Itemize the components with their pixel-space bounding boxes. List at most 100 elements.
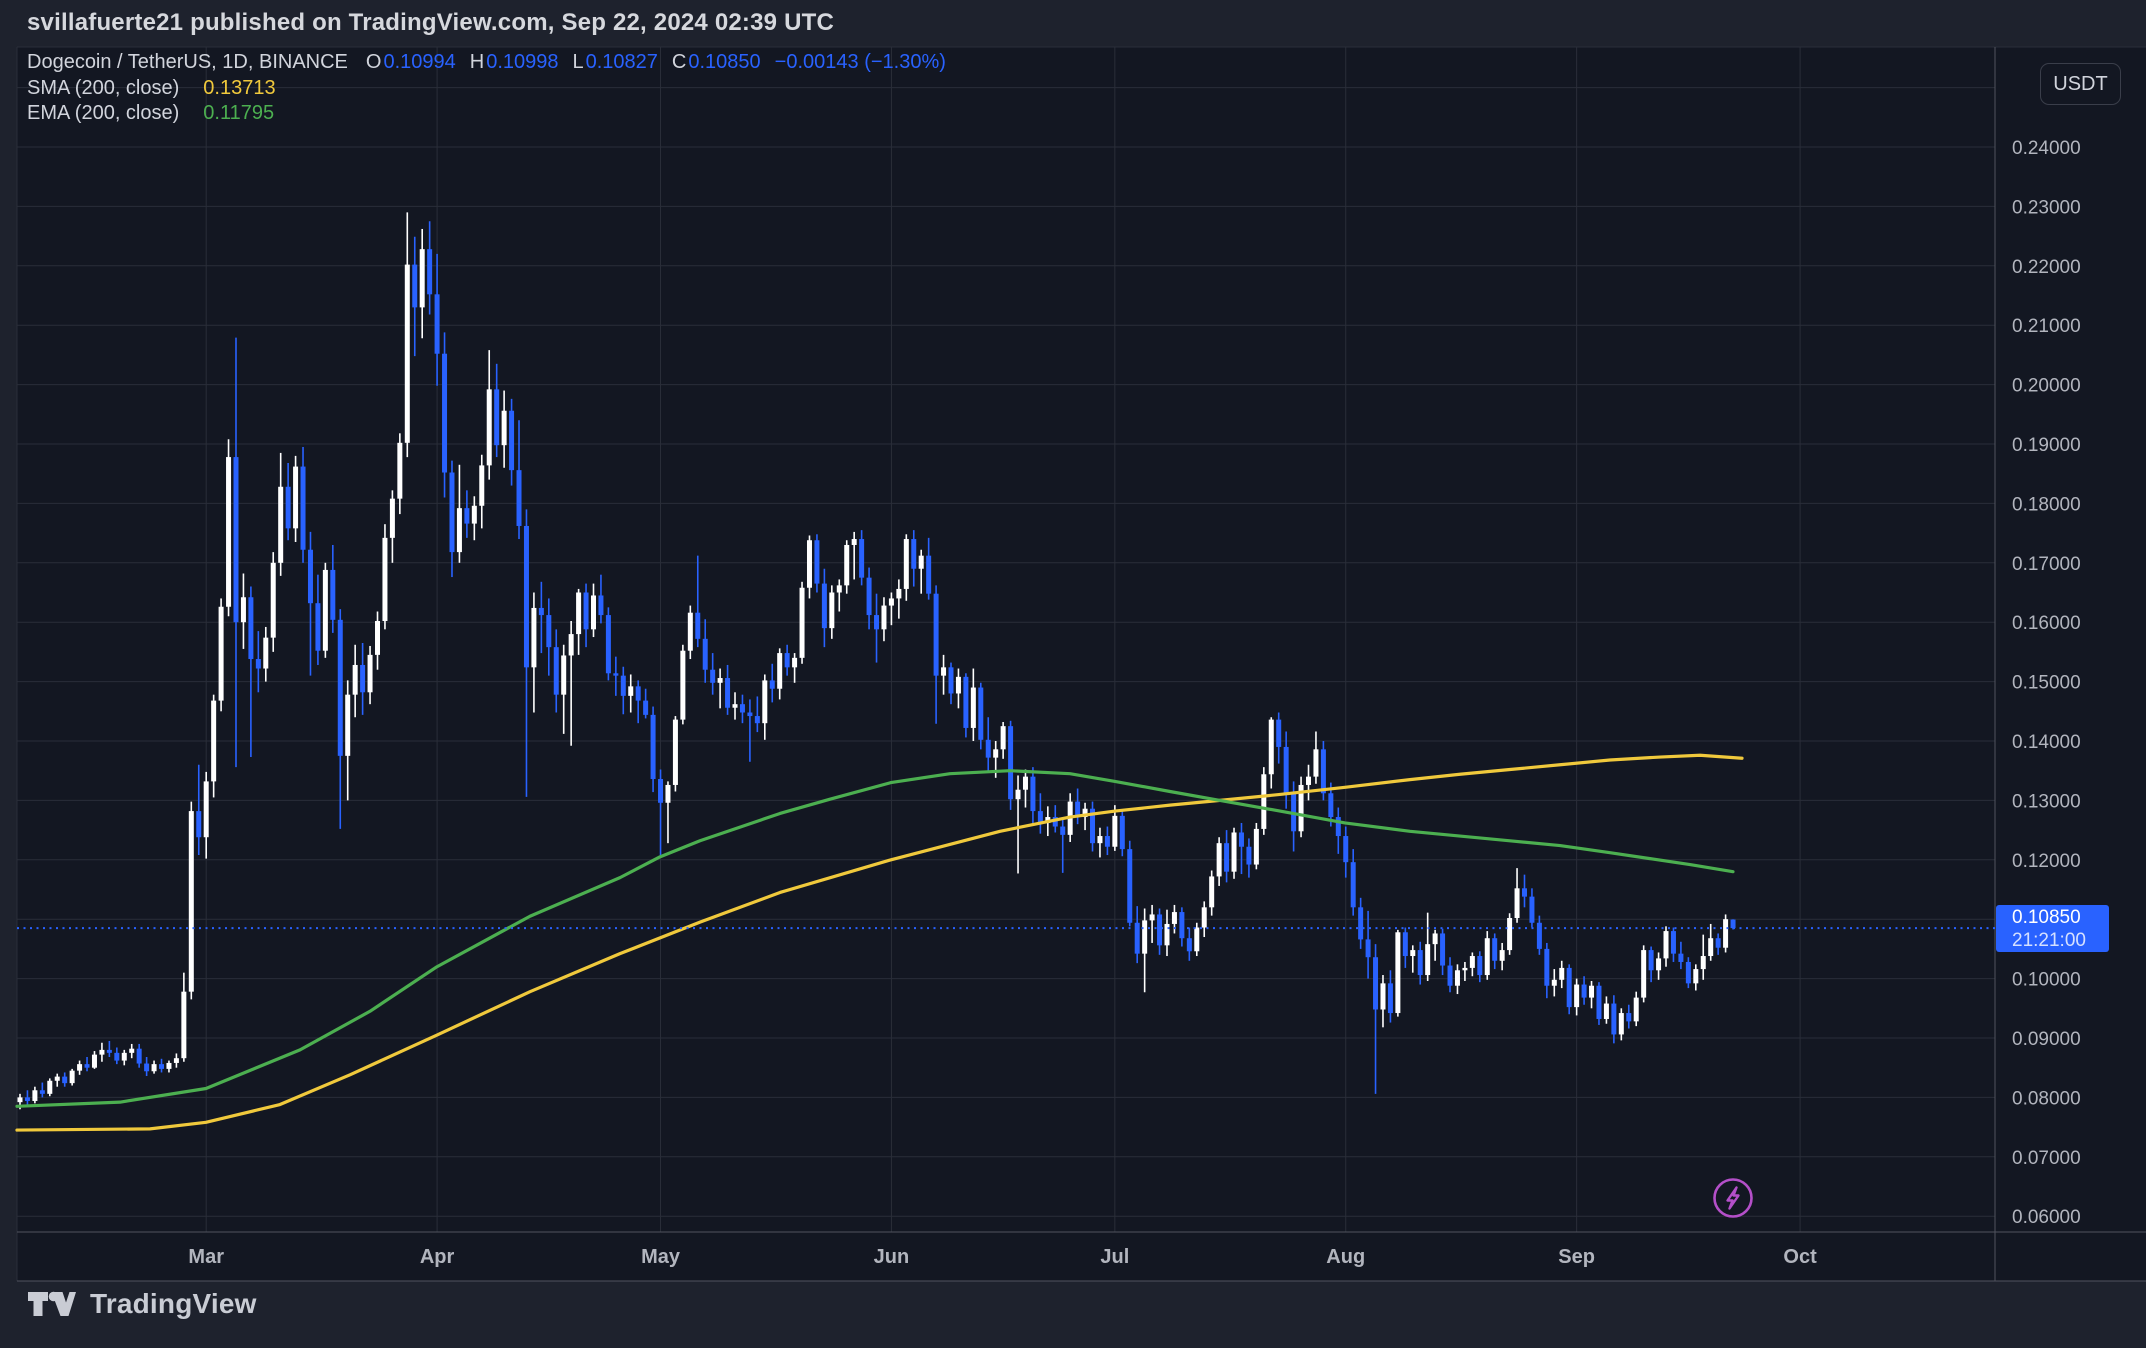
candle-body [1678, 953, 1684, 962]
candle-body [553, 647, 559, 695]
candle-body [1253, 828, 1259, 865]
legend-sma-row[interactable]: SMA (200, close) 0.13713 [27, 76, 946, 102]
candle-body [1112, 815, 1118, 847]
lightning-icon [1713, 1178, 1753, 1218]
price-axis-label: 0.23000 [2012, 197, 2081, 218]
candle-body [1104, 836, 1110, 847]
candle-body [1648, 950, 1654, 971]
candle-body [144, 1063, 150, 1072]
candle-body [382, 537, 388, 622]
candle-body [516, 470, 522, 526]
candle-body [263, 637, 269, 669]
candle-body [1559, 967, 1565, 980]
candle-body [583, 592, 589, 630]
candle-body [486, 389, 492, 466]
candle-body [1603, 1003, 1609, 1019]
candle-body [77, 1064, 83, 1071]
price-axis-label: 0.12000 [2012, 851, 2081, 872]
candle-body [159, 1064, 165, 1069]
candle-body [911, 539, 917, 569]
candle-body [903, 539, 909, 589]
candle-body [1343, 836, 1349, 863]
candle-body [106, 1049, 112, 1053]
candle-body [1209, 876, 1215, 908]
candle-body [360, 664, 366, 693]
currency-usdt-button[interactable]: USDT [2040, 63, 2121, 105]
price-axis-label: 0.07000 [2012, 1148, 2081, 1169]
candle-body [255, 659, 261, 669]
candle-body [665, 784, 671, 803]
candle-body [538, 607, 544, 616]
candle-body [1231, 832, 1237, 872]
ema200-line [15, 769, 1735, 1108]
candle-body [695, 612, 701, 639]
candle-body [531, 607, 537, 668]
candle-body [1283, 746, 1289, 794]
candle-body [821, 583, 827, 629]
boost-button[interactable] [1711, 1176, 1755, 1220]
legend-symbol-row[interactable]: Dogecoin / TetherUS, 1D, BINANCE O 0.1099… [27, 50, 946, 76]
candle-body [888, 598, 894, 606]
candle-body [672, 719, 678, 785]
candle-body [754, 716, 760, 724]
candle-body [1022, 776, 1028, 790]
candle-body [1365, 939, 1371, 958]
candle-body [985, 739, 991, 758]
low-value: L 0.10827 [572, 51, 658, 73]
candle-body [859, 539, 865, 578]
candle-body [598, 595, 604, 616]
candle-body [1581, 984, 1587, 998]
candle-body [1387, 983, 1393, 1014]
candle-body [1551, 979, 1557, 986]
candle-body [1417, 950, 1423, 976]
candle-body [1402, 932, 1408, 957]
price-axis-label: 0.18000 [2012, 494, 2081, 515]
candle-body [747, 712, 753, 717]
candle-body [412, 264, 418, 308]
legend-ema-row[interactable]: EMA (200, close) 0.11795 [27, 101, 946, 127]
candle-body [434, 294, 440, 354]
tradingview-logo[interactable]: TradingView [27, 1286, 257, 1322]
candle-body [1060, 826, 1066, 835]
candle-body [300, 466, 306, 550]
candle-body [1507, 918, 1513, 951]
candle-body [561, 655, 567, 695]
candle-body [121, 1052, 127, 1061]
candle-body [427, 249, 433, 295]
candle-body [1037, 811, 1043, 823]
candle-body [1127, 849, 1133, 923]
candle-body [1075, 801, 1081, 818]
candle-body [1216, 843, 1222, 877]
candle-body [479, 465, 485, 506]
candle-body [211, 700, 217, 782]
candle-body [188, 811, 194, 992]
month-label: Mar [188, 1246, 224, 1268]
tradingview-logo-icon [28, 1291, 76, 1316]
candle-body [792, 657, 798, 668]
candle-body [568, 634, 574, 656]
price-axis-label: 0.24000 [2012, 138, 2081, 159]
candle-body [181, 991, 187, 1059]
candle-body [32, 1090, 38, 1101]
candle-body [1149, 914, 1155, 921]
candle-body [1574, 984, 1580, 1008]
candle-body [1633, 997, 1639, 1022]
candle-body [203, 781, 209, 838]
candle-body [784, 653, 790, 668]
candle-body [226, 457, 232, 607]
candle-body [1142, 920, 1148, 954]
candle-body [509, 410, 515, 471]
current-price-value: 0.10850 [2012, 907, 2081, 929]
candle-body [926, 555, 932, 594]
sma-label: SMA (200, close) [27, 76, 180, 99]
candle-body [1589, 985, 1595, 998]
month-label: Apr [420, 1246, 455, 1268]
candle-body [874, 615, 880, 630]
candle-body [687, 612, 693, 651]
month-label: Oct [1783, 1246, 1817, 1268]
candle-body [1306, 776, 1312, 785]
candle-body [829, 592, 835, 629]
candle-body [322, 569, 328, 651]
